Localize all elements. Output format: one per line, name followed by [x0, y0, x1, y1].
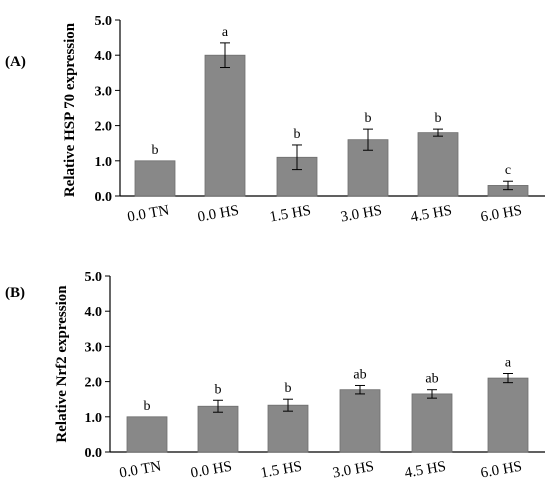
bar [204, 54, 246, 197]
bar [134, 160, 176, 197]
significance-label: b [215, 382, 222, 397]
y-tick-label: 3.0 [85, 340, 103, 355]
x-tick-label: 3.0 HS [331, 459, 375, 482]
bar [339, 389, 381, 453]
significance-label: b [152, 143, 159, 158]
significance-label: a [222, 25, 229, 40]
x-tick-label: 3.0 HS [339, 203, 383, 226]
y-tick-label: 4.0 [85, 305, 103, 320]
x-tick-label: 1.5 HS [259, 459, 303, 482]
y-axis-label: Relative Nrf2 expression [54, 285, 70, 443]
panel-b-chart: (B) Relative Nrf2 expression 0.0 1.0 2.0 3.0 4… [5, 270, 545, 482]
bar [197, 405, 239, 453]
panel-a-chart: (A) Relative HSP 70 expression 0.0 1.0 2.0 3.… [5, 14, 545, 226]
bar [417, 132, 459, 197]
bar [267, 404, 309, 453]
y-tick-label: 5.0 [85, 270, 103, 285]
significance-label: b [144, 399, 151, 414]
y-tick-label: 0.0 [95, 190, 113, 205]
significance-label: ab [425, 372, 438, 387]
x-tick-label: 6.0 HS [479, 203, 523, 226]
bar [487, 377, 529, 453]
x-tick-label: 0.0 HS [196, 203, 240, 226]
panel-label: (B) [5, 285, 25, 301]
y-tick-label: 2.0 [95, 120, 113, 135]
significance-label: b [365, 111, 372, 126]
y-tick-label: 5.0 [95, 14, 113, 29]
y-tick-label: 1.0 [95, 155, 113, 170]
y-tick-label: 2.0 [85, 376, 103, 391]
y-axis-label: Relative HSP 70 expression [62, 22, 78, 197]
significance-label: b [285, 381, 292, 396]
x-tick-label: 6.0 HS [479, 459, 523, 482]
significance-label: c [505, 163, 511, 178]
x-tick-label: 4.5 HS [403, 459, 447, 482]
y-tick-label: 3.0 [95, 84, 113, 99]
y-tick-label: 1.0 [85, 411, 103, 426]
bar [126, 416, 168, 453]
bar [411, 393, 453, 453]
panel-label: (A) [5, 54, 26, 70]
x-tick-label: 1.5 HS [268, 203, 312, 226]
significance-label: b [294, 127, 301, 142]
y-tick-label: 0.0 [85, 446, 103, 461]
x-tick-label: 0.0 HS [189, 459, 233, 482]
significance-label: ab [353, 367, 366, 382]
x-tick-label: 4.5 HS [409, 203, 453, 226]
significance-label: b [435, 111, 442, 126]
x-tick-label: 0.0 TN [118, 458, 163, 481]
significance-label: a [505, 356, 512, 371]
x-tick-label: 0.0 TN [126, 202, 171, 225]
y-tick-label: 4.0 [95, 49, 113, 64]
